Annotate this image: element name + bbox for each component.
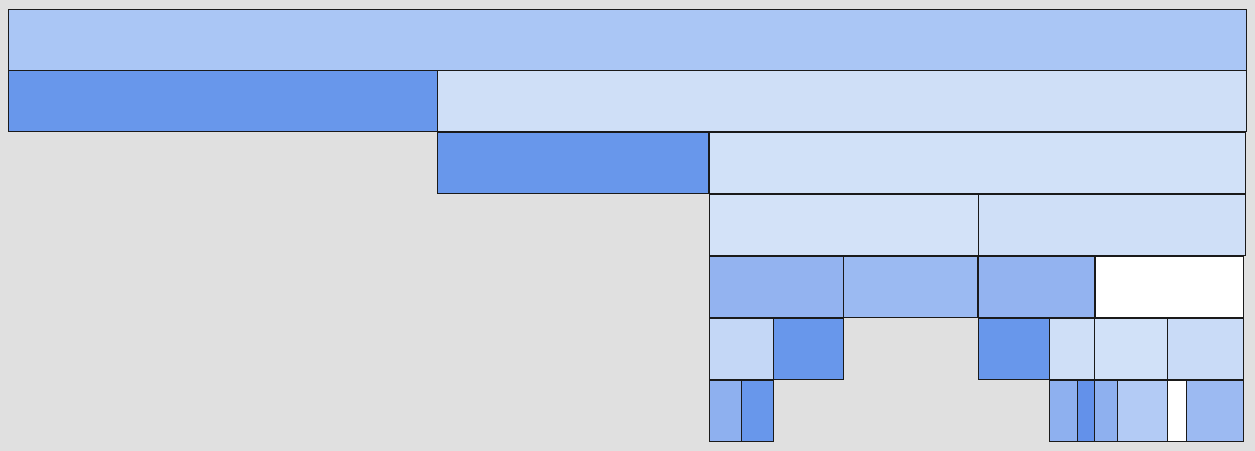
icicle-node-level-1[interactable] bbox=[8, 70, 438, 132]
icicle-node-level-5[interactable] bbox=[709, 318, 774, 380]
icicle-node-level-4[interactable] bbox=[709, 256, 844, 318]
icicle-node-level-6[interactable] bbox=[1094, 380, 1118, 442]
icicle-node-level-3[interactable] bbox=[709, 194, 979, 256]
icicle-node-level-2[interactable] bbox=[709, 132, 1246, 194]
icicle-node-level-5[interactable] bbox=[1049, 318, 1095, 380]
icicle-node-level-2[interactable] bbox=[437, 132, 709, 194]
icicle-node-level-4[interactable] bbox=[843, 256, 978, 318]
icicle-node-level-6[interactable] bbox=[1117, 380, 1168, 442]
icicle-node-level-6[interactable] bbox=[1167, 380, 1187, 442]
icicle-node-level-3[interactable] bbox=[978, 194, 1246, 256]
icicle-node-level-6[interactable] bbox=[741, 380, 774, 442]
icicle-node-level-4[interactable] bbox=[978, 256, 1095, 318]
icicle-node-level-6[interactable] bbox=[1049, 380, 1078, 442]
icicle-node-level-1[interactable] bbox=[437, 70, 1247, 132]
icicle-node-level-6[interactable] bbox=[1186, 380, 1244, 442]
icicle-node-level-4[interactable] bbox=[1095, 256, 1244, 318]
icicle-node-level-5[interactable] bbox=[1167, 318, 1244, 380]
icicle-node-level-5[interactable] bbox=[978, 318, 1050, 380]
icicle-node-level-5[interactable] bbox=[1094, 318, 1168, 380]
icicle-node-level-0[interactable] bbox=[8, 9, 1247, 71]
icicle-node-level-6[interactable] bbox=[709, 380, 742, 442]
icicle-node-level-6[interactable] bbox=[1077, 380, 1095, 442]
icicle-node-level-5[interactable] bbox=[773, 318, 844, 380]
